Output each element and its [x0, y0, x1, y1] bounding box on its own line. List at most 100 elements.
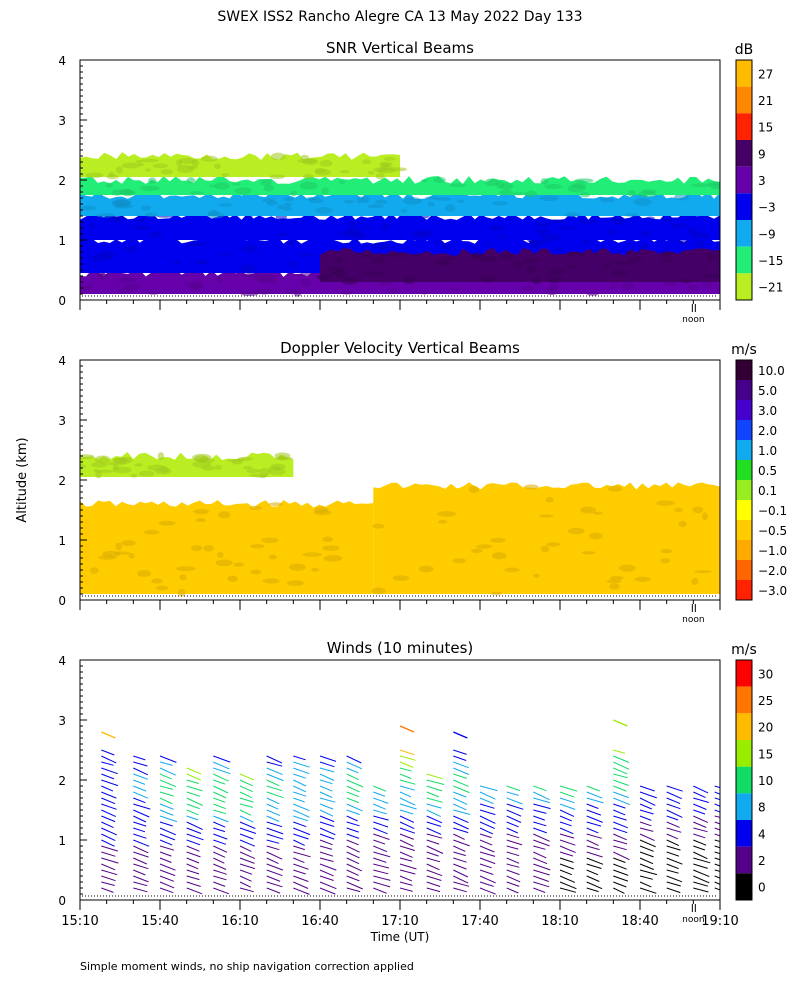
heatmap-speckle	[231, 182, 241, 186]
wind-barb	[586, 857, 604, 865]
wind-barb	[346, 845, 360, 853]
wind-barb	[133, 809, 150, 818]
heatmap-speckle	[208, 209, 220, 217]
wind-barb	[586, 785, 600, 792]
wind-barb	[266, 755, 283, 764]
heatmap-speckle	[195, 518, 206, 523]
heatmap-speckle	[687, 227, 698, 235]
wind-barb	[101, 821, 114, 829]
heatmap-speckle	[435, 259, 450, 267]
wind-barb	[399, 803, 417, 810]
wind-barb	[239, 827, 257, 834]
heatmap-speckle	[310, 567, 320, 572]
wind-barb	[266, 785, 283, 792]
wind-barb	[213, 839, 227, 845]
wind-barb	[101, 857, 119, 864]
wind-barb	[453, 851, 466, 857]
wind-barb	[506, 857, 520, 864]
wind-barb	[186, 803, 200, 810]
heatmap-speckle	[216, 275, 223, 284]
wind-barb	[613, 863, 627, 870]
heatmap-speckle	[200, 155, 218, 162]
wind-barb	[666, 785, 683, 792]
wind-barb	[613, 881, 627, 888]
wind-barb	[319, 887, 336, 895]
wind-barb	[159, 857, 172, 863]
colorbar-label: −2.0	[758, 564, 787, 578]
heatmap-speckle	[276, 232, 289, 237]
heatmap-speckle	[284, 241, 296, 246]
wind-barb	[426, 845, 444, 854]
wind-barb	[453, 755, 467, 761]
heatmap-speckle	[147, 464, 167, 471]
colorbar-swatch	[736, 480, 752, 500]
heatmap-speckle	[322, 545, 340, 551]
heatmap-speckle	[314, 167, 327, 174]
y-tick-label: 4	[58, 654, 66, 668]
heatmap-speckle	[452, 558, 467, 564]
colorbar-label: −0.1	[758, 504, 787, 518]
heatmap-speckle	[189, 191, 205, 195]
colorbar-unit: m/s	[731, 642, 757, 658]
heatmap-speckle	[302, 552, 322, 557]
wind-barb	[101, 773, 115, 780]
y-tick-label: 2	[58, 774, 66, 788]
colorbar-swatch	[736, 520, 752, 540]
heatmap-speckle	[693, 570, 712, 574]
snr-panel-title: SNR Vertical Beams	[326, 39, 474, 57]
heatmap-speckle	[628, 256, 644, 263]
wind-barb	[639, 845, 654, 852]
colorbar-label: 3.0	[758, 404, 777, 418]
wind-barb	[533, 875, 549, 882]
heatmap-speckle	[218, 203, 233, 207]
colorbar-label: 9	[758, 147, 766, 161]
wind-barb	[399, 767, 412, 772]
wind-barb	[613, 827, 628, 834]
wind-barb	[533, 815, 545, 821]
wind-barb	[714, 845, 720, 849]
wind-barb	[506, 827, 519, 834]
wind-barb	[639, 803, 652, 810]
heatmap-speckle	[176, 165, 195, 173]
y-tick-label: 0	[58, 594, 66, 608]
wind-barb	[426, 851, 439, 857]
wind-barb	[293, 803, 310, 812]
heatmap-speckle	[433, 176, 446, 184]
heatmap-speckle	[694, 240, 705, 249]
heatmap-speckle	[187, 241, 202, 247]
heatmap-speckle	[387, 167, 408, 172]
wind-barb	[186, 821, 203, 831]
heatmap-speckle	[421, 179, 428, 183]
wind-barb	[559, 839, 576, 846]
wind-barb	[533, 863, 551, 871]
colorbar-swatch	[736, 113, 752, 140]
wind-barb	[239, 785, 253, 793]
heatmap-speckle	[533, 573, 540, 578]
heatmap-speckle	[90, 567, 99, 574]
wind-barb	[559, 887, 577, 893]
wind-barb	[533, 857, 548, 865]
heatmap-speckle	[669, 223, 688, 229]
wind-barb	[101, 797, 116, 805]
heatmap-speckle	[322, 536, 333, 543]
heatmap-speckle	[512, 192, 525, 196]
wind-barb	[559, 875, 575, 883]
wind-barb	[159, 851, 172, 857]
heatmap-speckle	[499, 189, 513, 196]
heatmap-speckle	[381, 223, 390, 231]
wind-barb	[319, 785, 333, 792]
heatmap-speckle	[80, 174, 84, 178]
wind-barb	[613, 839, 628, 845]
wind-barb	[133, 845, 149, 854]
heatmap-speckle	[374, 199, 388, 204]
wind-barb	[426, 833, 443, 839]
wind-barb	[293, 833, 309, 840]
wind-barb	[239, 815, 254, 823]
heatmap-speckle	[387, 288, 400, 294]
wind-barb	[213, 803, 226, 810]
heatmap-speckle	[478, 256, 498, 263]
heatmap-speckle	[203, 544, 214, 552]
wind-barb	[133, 755, 146, 761]
wind-barb	[239, 809, 252, 816]
heatmap-speckle	[691, 577, 699, 586]
